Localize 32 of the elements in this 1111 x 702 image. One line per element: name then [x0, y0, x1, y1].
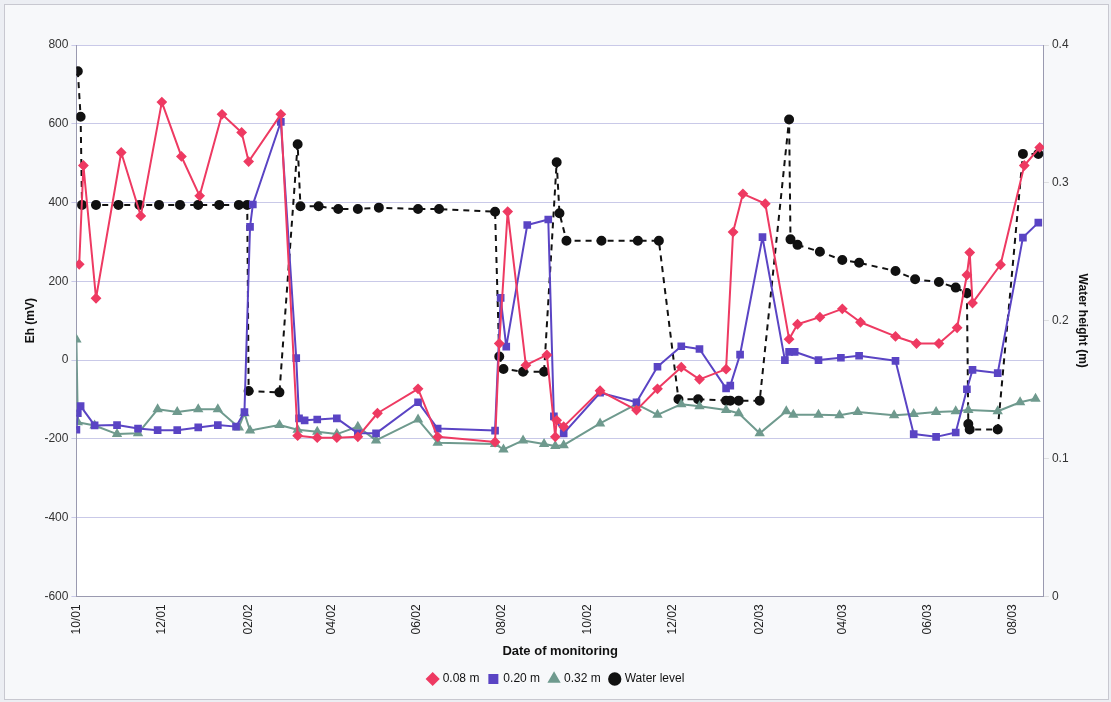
y-tick-label: 600 — [48, 116, 69, 131]
legend-label: 0.08 m — [442, 671, 480, 686]
x-tick-label: 08/02 — [494, 604, 509, 635]
x-tick-label: 04/02 — [323, 604, 338, 635]
legend-label: Water level — [624, 671, 685, 686]
x-tick-label: 10/02 — [579, 604, 594, 635]
y2-tick-label: 0.4 — [1051, 37, 1069, 52]
x-tick-label: 12/01 — [154, 604, 169, 635]
y-tick-label: 200 — [48, 273, 69, 288]
x-tick-label: 12/02 — [665, 604, 680, 635]
x-tick-label: 06/03 — [920, 604, 935, 635]
x-tick-label: 08/03 — [1005, 604, 1020, 635]
x-tick-label: 02/03 — [752, 604, 766, 635]
y-tick-label: -400 — [44, 509, 69, 524]
y-axis-title: Eh (mV) — [22, 298, 37, 344]
y-tick-label: -600 — [44, 588, 69, 603]
y2-tick-label: 0.3 — [1051, 175, 1069, 190]
x-axis-title: Date of monitoring — [502, 642, 618, 658]
legend-label: 0.20 m — [503, 671, 541, 686]
legend-label: 0.32 m — [564, 671, 601, 686]
y-tick-label: 400 — [48, 194, 69, 209]
y2-tick-label: 0.1 — [1051, 450, 1069, 465]
x-tick-label: 10/01 — [68, 604, 83, 635]
y2-tick-label: 0 — [1051, 588, 1059, 603]
x-tick-label: 02/02 — [240, 604, 255, 635]
x-tick-label: 06/02 — [408, 604, 423, 635]
y-tick-label: 0 — [61, 352, 69, 367]
x-tick-label: 04/03 — [834, 604, 849, 635]
y2-tick-label: 0.2 — [1051, 313, 1069, 327]
y-tick-label: -200 — [44, 431, 69, 446]
y-tick-label: 800 — [48, 37, 69, 52]
y2-axis-title: Water height (m) — [1076, 273, 1091, 368]
